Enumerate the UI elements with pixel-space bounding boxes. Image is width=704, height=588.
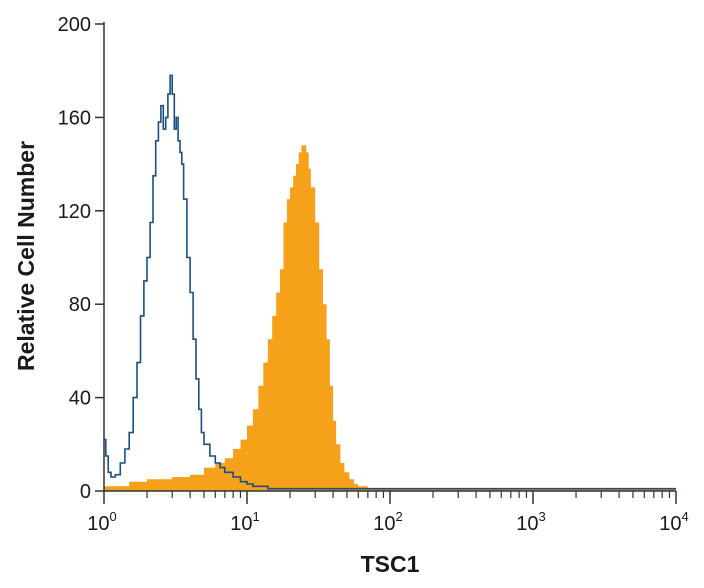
x-tick-base: 10 (659, 513, 681, 535)
x-tick-base: 10 (87, 513, 109, 535)
x-tick-base: 10 (373, 513, 395, 535)
x-tick-exponent: 0 (110, 509, 117, 524)
y-tick-label: 0 (80, 481, 91, 503)
y-tick-label: 40 (69, 388, 91, 410)
y-tick-label: 200 (58, 14, 91, 36)
y-tick-label: 80 (69, 294, 91, 316)
series-outline-histogram (104, 74, 676, 490)
x-ticks: 100 101 102 103 104 (87, 491, 689, 535)
x-axis-title: TSC1 (361, 551, 420, 577)
x-tick-label: 104 (659, 509, 688, 535)
y-tick-label: 160 (58, 107, 91, 129)
x-tick-exponent: 2 (396, 509, 403, 524)
x-tick-exponent: 3 (539, 509, 546, 524)
y-axis-title: Relative Cell Number (13, 141, 39, 371)
x-tick-label: 101 (230, 509, 259, 535)
y-tick-label: 120 (58, 201, 91, 223)
y-ticks: 0 40 80 120 160 200 (58, 14, 104, 503)
x-tick-exponent: 1 (253, 509, 260, 524)
x-tick-base: 10 (516, 513, 538, 535)
x-tick-label: 100 (87, 509, 116, 535)
x-tick-label: 102 (373, 509, 402, 535)
plot-series (104, 74, 676, 491)
x-tick-base: 10 (230, 513, 252, 535)
x-tick-exponent: 4 (682, 509, 689, 524)
series-filled-histogram (104, 145, 676, 491)
axes (103, 22, 676, 492)
x-tick-label: 103 (516, 509, 545, 535)
